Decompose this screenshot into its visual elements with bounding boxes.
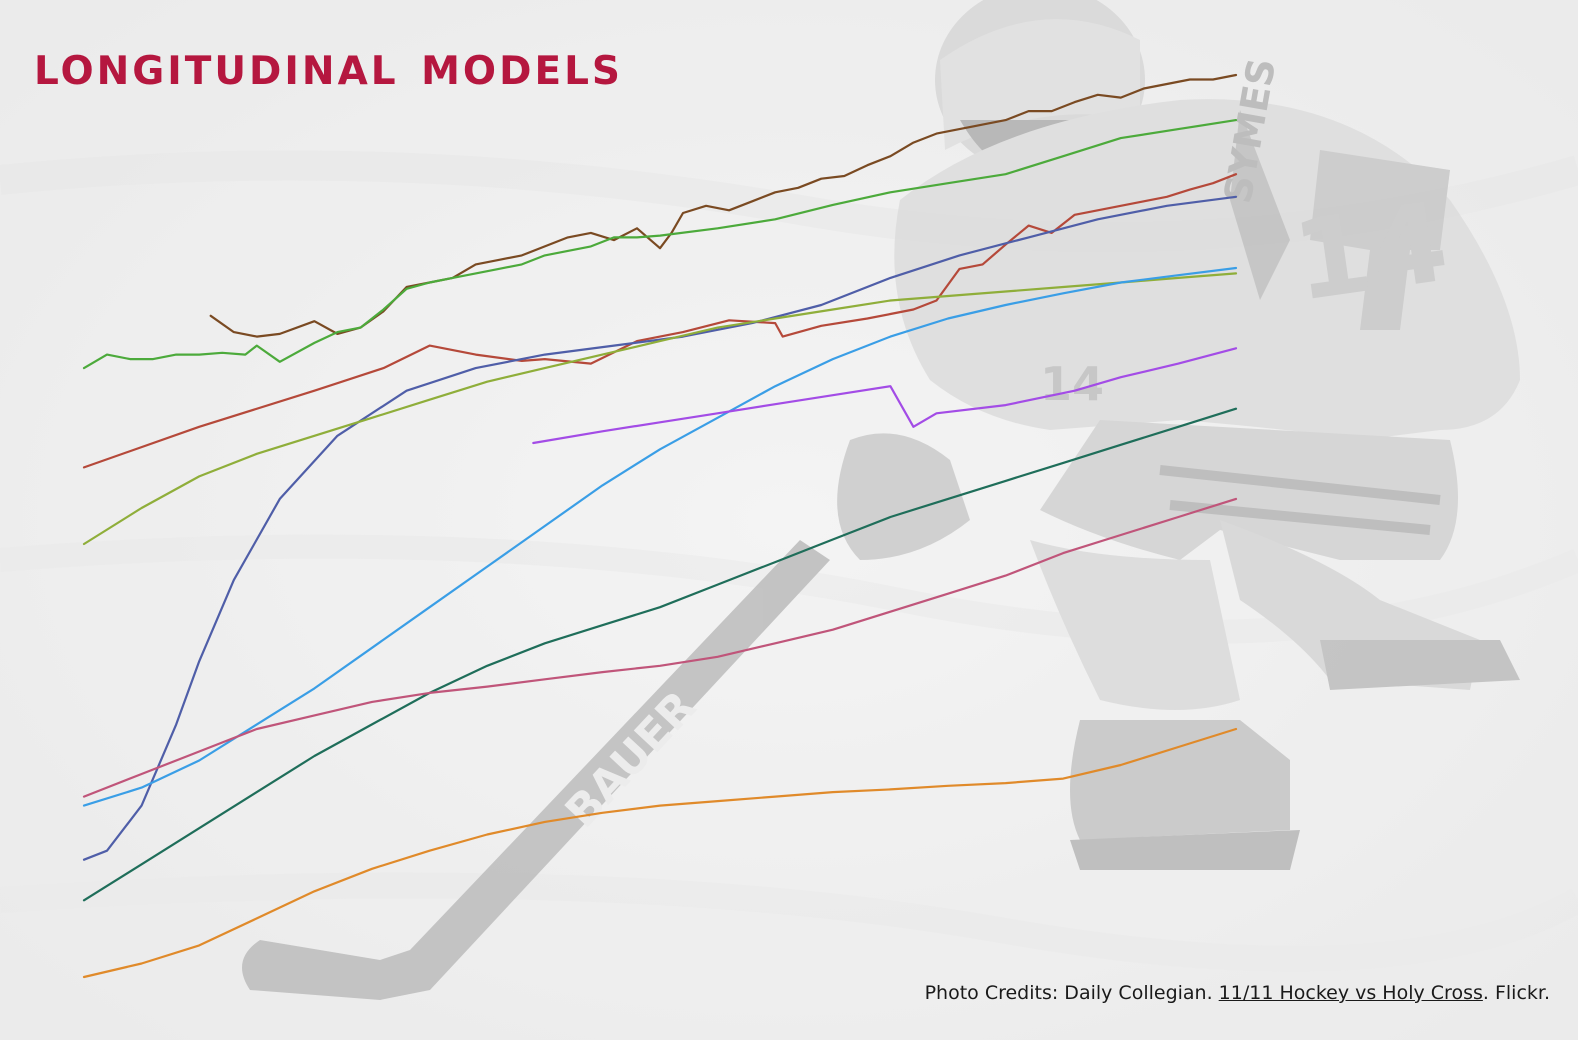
series-line-3 (82, 173, 1238, 469)
series-line-8 (82, 407, 1238, 902)
page-title: Longitudinal Models (34, 33, 624, 98)
series-line-5 (82, 272, 1238, 546)
photo-credits: Photo Credits: Daily Collegian. 11/11 Ho… (925, 982, 1550, 1004)
series-line-6 (82, 266, 1238, 807)
series-line-2 (82, 118, 1238, 370)
credits-link[interactable]: 11/11 Hockey vs Holy Cross (1218, 982, 1483, 1004)
series-line-1 (209, 73, 1238, 338)
series-line-7 (532, 347, 1238, 445)
jersey-number-back-lettering: 14 (1286, 178, 1455, 326)
series-line-10 (82, 727, 1238, 979)
series-line-9 (82, 497, 1238, 798)
series-layer (82, 73, 1238, 979)
credits-suffix: . Flickr. (1482, 982, 1550, 1004)
credits-prefix: Photo Credits: Daily Collegian. (924, 982, 1219, 1004)
series-line-4 (82, 195, 1238, 861)
jersey-number-sleeve-lettering: 14 (1040, 357, 1104, 411)
